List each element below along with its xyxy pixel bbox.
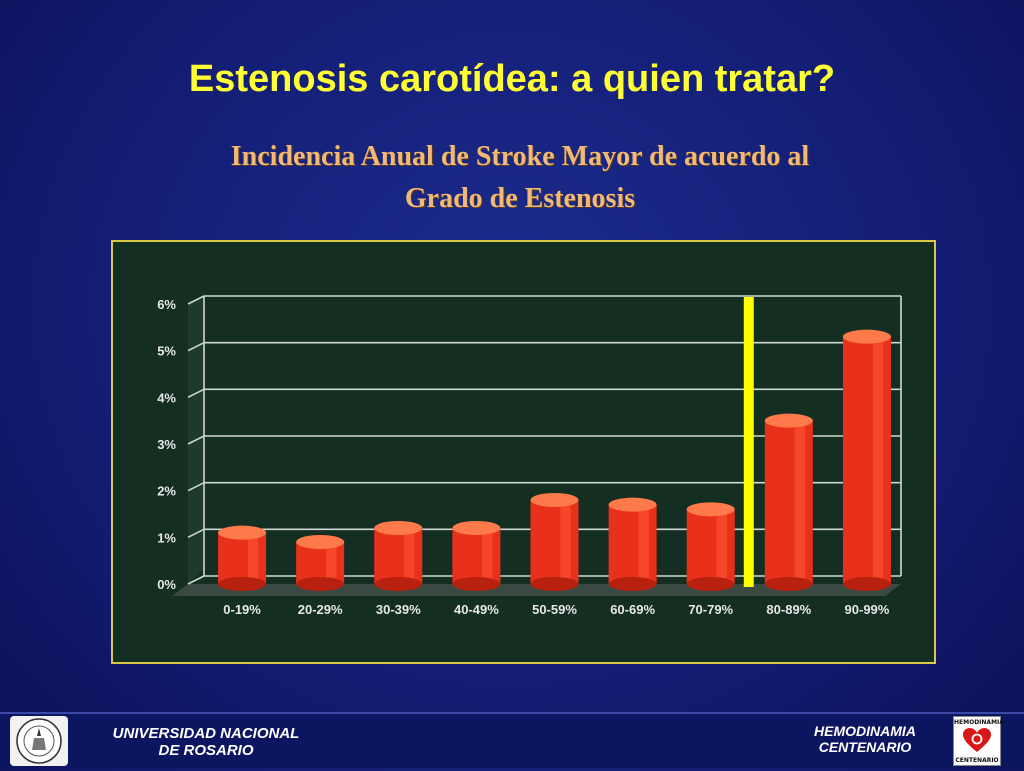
bar-highlight <box>716 509 728 584</box>
x-tick-label: 90-99% <box>845 602 890 617</box>
bar-base <box>764 577 813 591</box>
bar-top <box>374 521 423 535</box>
chart-panel: 0% 1% 2% 3% 4% 5% 6% 0-19% 20-29% 30-39% 40-49% 50-… <box>111 240 936 664</box>
x-tick-label: 0-19% <box>223 602 261 617</box>
bar-top <box>530 493 579 507</box>
bar-top <box>842 329 891 344</box>
bar-base <box>218 577 267 591</box>
bar-base <box>608 577 657 591</box>
bar <box>374 528 423 584</box>
bar-highlight <box>482 528 493 584</box>
x-tick-label: 70-79% <box>688 602 733 617</box>
bar-highlight <box>247 532 259 584</box>
bar <box>608 504 657 584</box>
bar-top <box>218 525 267 540</box>
y-tick-label: 4% <box>157 390 176 405</box>
bar-base <box>530 577 579 591</box>
bar <box>530 500 579 584</box>
bar <box>452 528 501 584</box>
bar-highlight <box>872 336 884 584</box>
bar-highlight <box>794 420 806 584</box>
bar-top <box>296 535 345 549</box>
chart-title-line-1: Incidencia Anual de Stroke Mayor de acue… <box>230 141 810 172</box>
bar-chart: 0% 1% 2% 3% 4% 5% 6% 0-19% 20-29% 30-39% 40-49% 50-… <box>157 295 902 617</box>
bar-base <box>374 577 423 591</box>
gridline-diagonal <box>187 528 205 539</box>
bar <box>764 420 813 584</box>
logo-bottom-text: CENTENARIO <box>955 757 999 764</box>
y-tick-label: 0% <box>157 577 176 592</box>
bar-top <box>452 521 501 535</box>
bar-highlight <box>638 504 649 584</box>
x-tick-label: 60-69% <box>610 602 655 617</box>
bar-top <box>686 502 735 517</box>
bar-base <box>452 577 501 591</box>
bar-highlight <box>325 542 337 584</box>
footer-department: HEMODINAMIA CENTENARIO <box>790 723 940 755</box>
university-seal-icon <box>10 716 68 766</box>
footer-university-line-1: UNIVERSIDAD NACIONAL <box>112 725 300 742</box>
bar-base <box>296 577 345 591</box>
threshold-marker <box>743 297 754 587</box>
y-tick-label: 1% <box>157 530 176 545</box>
x-tick-label: 20-29% <box>298 602 343 617</box>
bar-highlight <box>404 528 415 584</box>
x-tick-label: 40-49% <box>454 602 499 617</box>
y-tick-label: 6% <box>157 297 176 312</box>
bar-base <box>686 577 735 591</box>
footer-divider <box>0 712 1024 714</box>
bar <box>218 532 267 584</box>
chart-title: Incidencia Anual de Stroke Mayor de acue… <box>120 136 920 220</box>
bar-highlight <box>560 500 571 584</box>
slide-title: Estenosis carotídea: a quien tratar? <box>188 58 836 100</box>
gridline-diagonal <box>187 388 205 399</box>
footer-university: UNIVERSIDAD NACIONAL DE ROSARIO <box>96 725 316 759</box>
bar-base <box>842 577 891 591</box>
x-tick-label: 30-39% <box>376 602 421 617</box>
gridline-diagonal <box>187 575 205 585</box>
y-tick-label: 2% <box>157 484 176 499</box>
gridline-diagonal <box>187 295 205 305</box>
bar <box>686 509 735 584</box>
gridline-diagonal <box>187 435 205 445</box>
x-tick-label: 50-59% <box>532 602 577 617</box>
x-tick-label: 80-89% <box>766 602 811 617</box>
chart-title-line-2: Grado de Estenosis <box>404 183 636 214</box>
footer-bar <box>0 712 1024 768</box>
gridline-diagonal <box>187 341 205 352</box>
bar-top <box>608 497 657 512</box>
footer-department-line-2: CENTENARIO <box>818 739 912 755</box>
y-tick-label: 3% <box>157 437 176 452</box>
bar <box>842 336 891 584</box>
bar-top <box>764 413 813 428</box>
logo-top-text: HEMODINAMIA <box>954 719 1004 726</box>
footer-university-line-2: DE ROSARIO <box>158 742 254 759</box>
heart-icon <box>963 728 991 752</box>
y-tick-label: 5% <box>157 344 176 359</box>
footer-department-line-1: HEMODINAMIA <box>814 723 916 739</box>
hemodinamia-logo: HEMODINAMIA CENTENARIO <box>953 716 1004 766</box>
gridline-diagonal <box>187 481 205 492</box>
